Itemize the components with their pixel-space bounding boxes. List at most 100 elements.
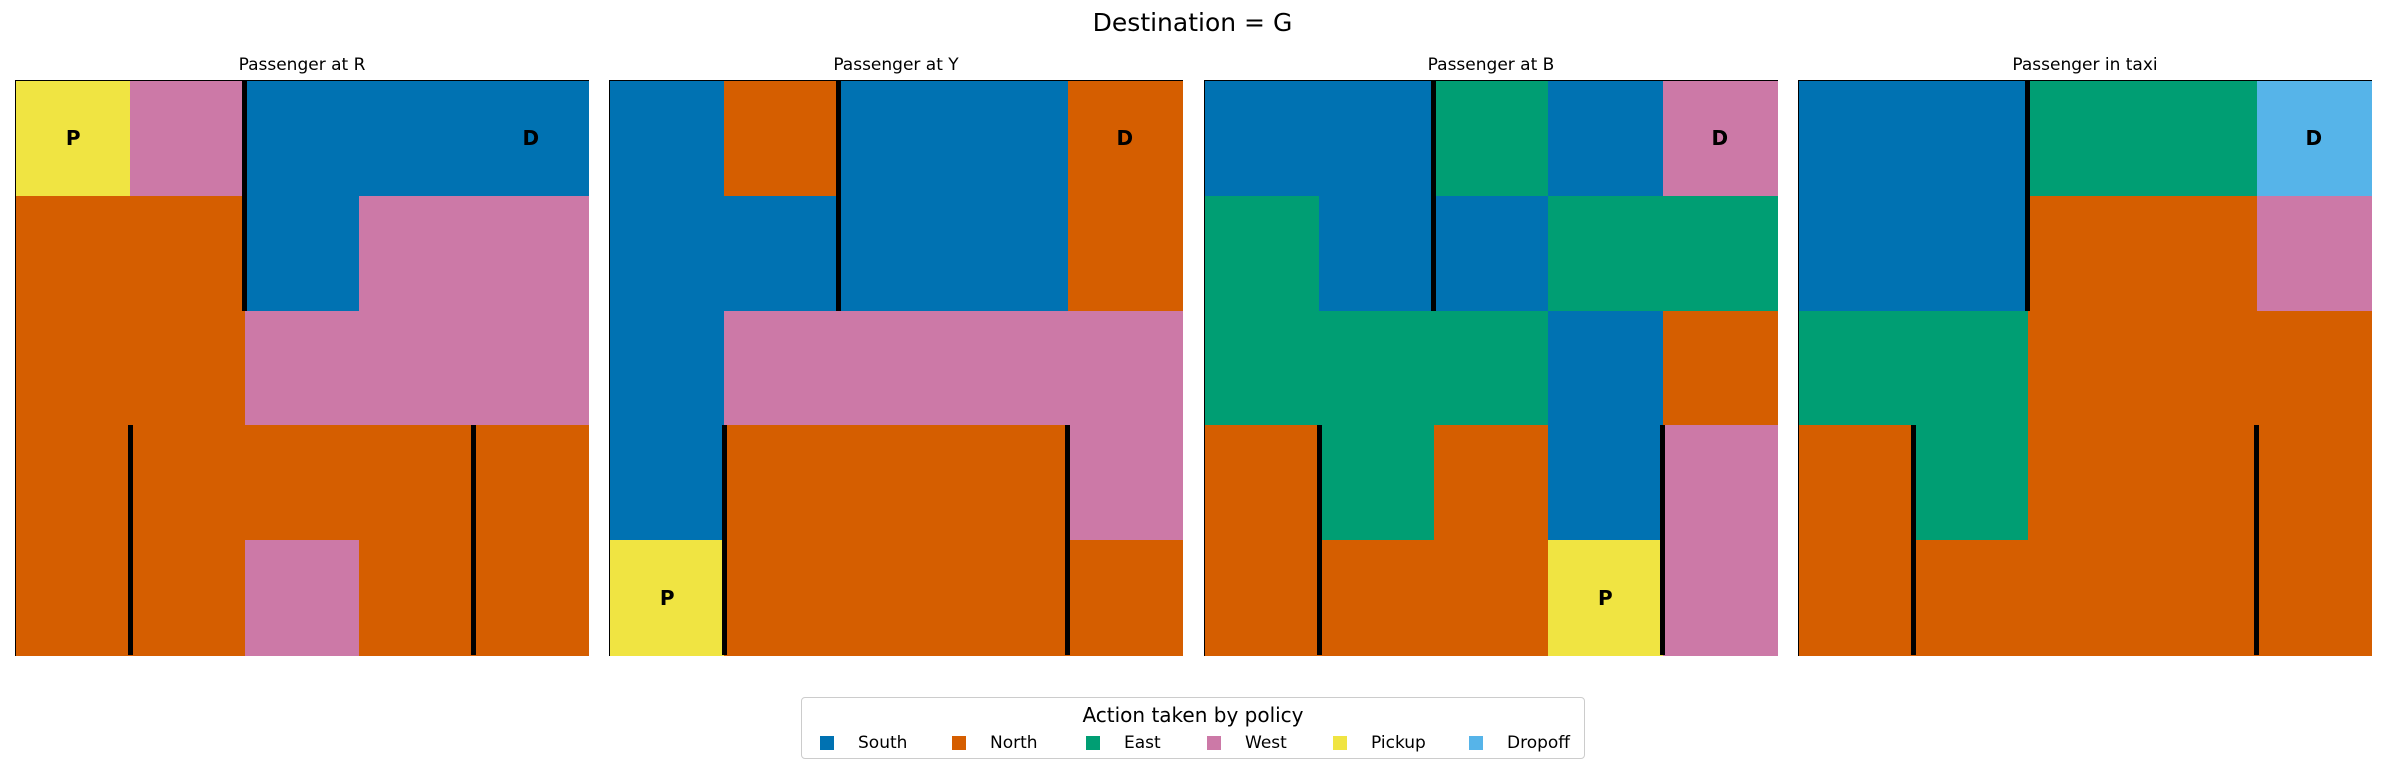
- wall: [721, 425, 727, 655]
- grid-cell-south: [1548, 310, 1664, 426]
- grid-cell-west: [244, 540, 360, 656]
- panel-title: Passenger at B: [1427, 55, 1555, 75]
- figure-title: Destination = G: [1092, 8, 1293, 37]
- legend-label: North: [990, 733, 1038, 753]
- grid-cell-east: [1433, 81, 1549, 197]
- grid-cell-south: [1548, 81, 1664, 197]
- grid-cell-east: [1319, 310, 1435, 426]
- grid-cell-south: [1319, 81, 1435, 197]
- grid-cell-east: [1913, 425, 2029, 541]
- grid-cell-north: [359, 425, 475, 541]
- legend-swatch: [952, 736, 966, 750]
- grid-cell-north: [838, 425, 954, 541]
- grid-cell-north: [2142, 195, 2258, 312]
- grid-cell-north: [1799, 425, 1914, 541]
- grid-cell-north: [953, 425, 1069, 541]
- grid-cell-west: [1662, 81, 1778, 197]
- grid-cell-south: [1319, 195, 1435, 312]
- wall: [1910, 425, 1916, 655]
- grid-cell-east: [1799, 310, 1914, 426]
- grid-cell-east: [2142, 81, 2258, 197]
- wall: [1065, 425, 1071, 655]
- wall: [836, 81, 842, 311]
- grid-cell-south: [1433, 195, 1549, 312]
- grid-cell-north: [2256, 425, 2372, 541]
- grid-cell-north: [1205, 540, 1320, 656]
- grid-cell-south: [1799, 195, 1914, 312]
- grid-cell-north: [16, 310, 131, 426]
- legend-item-east: East: [1086, 732, 1161, 754]
- legend-title: Action taken by policy: [1082, 703, 1304, 727]
- legend-label: East: [1124, 733, 1161, 753]
- grid-cell-north: [953, 540, 1069, 656]
- grid-cell-south: [953, 195, 1069, 312]
- wall: [2254, 425, 2260, 655]
- legend-item-dropoff: Dropoff: [1469, 732, 1570, 754]
- legend-label: West: [1245, 733, 1287, 753]
- grid-cell-east: [1548, 195, 1664, 312]
- legend-label: Pickup: [1371, 733, 1426, 753]
- grid-cell-north: [130, 425, 246, 541]
- grid-cell-south: [610, 425, 725, 541]
- grid-cell-north: [2027, 540, 2143, 656]
- grid-cell-west: [2256, 195, 2372, 312]
- grid-cell-west: [1067, 425, 1183, 541]
- grid-cell-north: [838, 540, 954, 656]
- legend-label: Dropoff: [1507, 733, 1571, 753]
- grid-cell-west: [130, 81, 246, 197]
- grid-cell-north: [1319, 540, 1435, 656]
- grid-cell-north: [1205, 425, 1320, 541]
- wall: [1660, 425, 1666, 655]
- grid-cell-north: [1067, 540, 1183, 656]
- grid-cell-north: [16, 540, 131, 656]
- grid-cell-west: [724, 310, 840, 426]
- panel-passenger-in-taxi: Passenger in taxi D: [1798, 55, 2372, 656]
- grid-cell-north: [724, 540, 840, 656]
- panel-title: Passenger at Y: [833, 55, 959, 75]
- wall: [471, 425, 477, 655]
- grid-cell-north: [2027, 425, 2143, 541]
- legend-item-pickup: Pickup: [1333, 732, 1426, 754]
- grid-cell-north: [130, 195, 246, 312]
- grid-cell-south: [610, 310, 725, 426]
- grid-cell-north: [724, 81, 840, 197]
- grid-cell-south: [610, 81, 725, 197]
- grid-cell-east: [1205, 310, 1320, 426]
- wall: [242, 81, 248, 311]
- legend-swatch: [1086, 736, 1100, 750]
- grid-cell-pickup: [16, 81, 131, 197]
- grid-cell-north: [244, 425, 360, 541]
- grid-cell-north: [2027, 195, 2143, 312]
- grid-cell-west: [244, 310, 360, 426]
- grid-cell-south: [473, 81, 589, 197]
- grid-cell-west: [953, 310, 1069, 426]
- legend-item-south: South: [820, 732, 907, 754]
- legend-item-west: West: [1207, 732, 1287, 754]
- grid-cell-north: [2256, 540, 2372, 656]
- grid-cell-west: [359, 195, 475, 312]
- legend-swatch: [1333, 736, 1347, 750]
- grid-cell-west: [1662, 425, 1778, 541]
- grid-cell-north: [1799, 540, 1914, 656]
- grid-cell-west: [473, 195, 589, 312]
- legend-swatch: [820, 736, 834, 750]
- grid-cell-east: [1319, 425, 1435, 541]
- grid-cell-north: [724, 425, 840, 541]
- legend-swatch: [1207, 736, 1221, 750]
- grid-cell-north: [130, 540, 246, 656]
- grid-cell-north: [16, 195, 131, 312]
- grid-cell-south: [838, 195, 954, 312]
- grid-cell-south: [610, 195, 725, 312]
- grid-cell-north: [2027, 310, 2143, 426]
- grid-cell-south: [1799, 81, 1914, 197]
- grid-cell-south: [1913, 195, 2029, 312]
- grid-cell-north: [1067, 195, 1183, 312]
- grid-cell-south: [953, 81, 1069, 197]
- grid-cell-north: [1662, 310, 1778, 426]
- panel-title: Passenger in taxi: [2012, 55, 2158, 75]
- legend-swatch: [1469, 736, 1483, 750]
